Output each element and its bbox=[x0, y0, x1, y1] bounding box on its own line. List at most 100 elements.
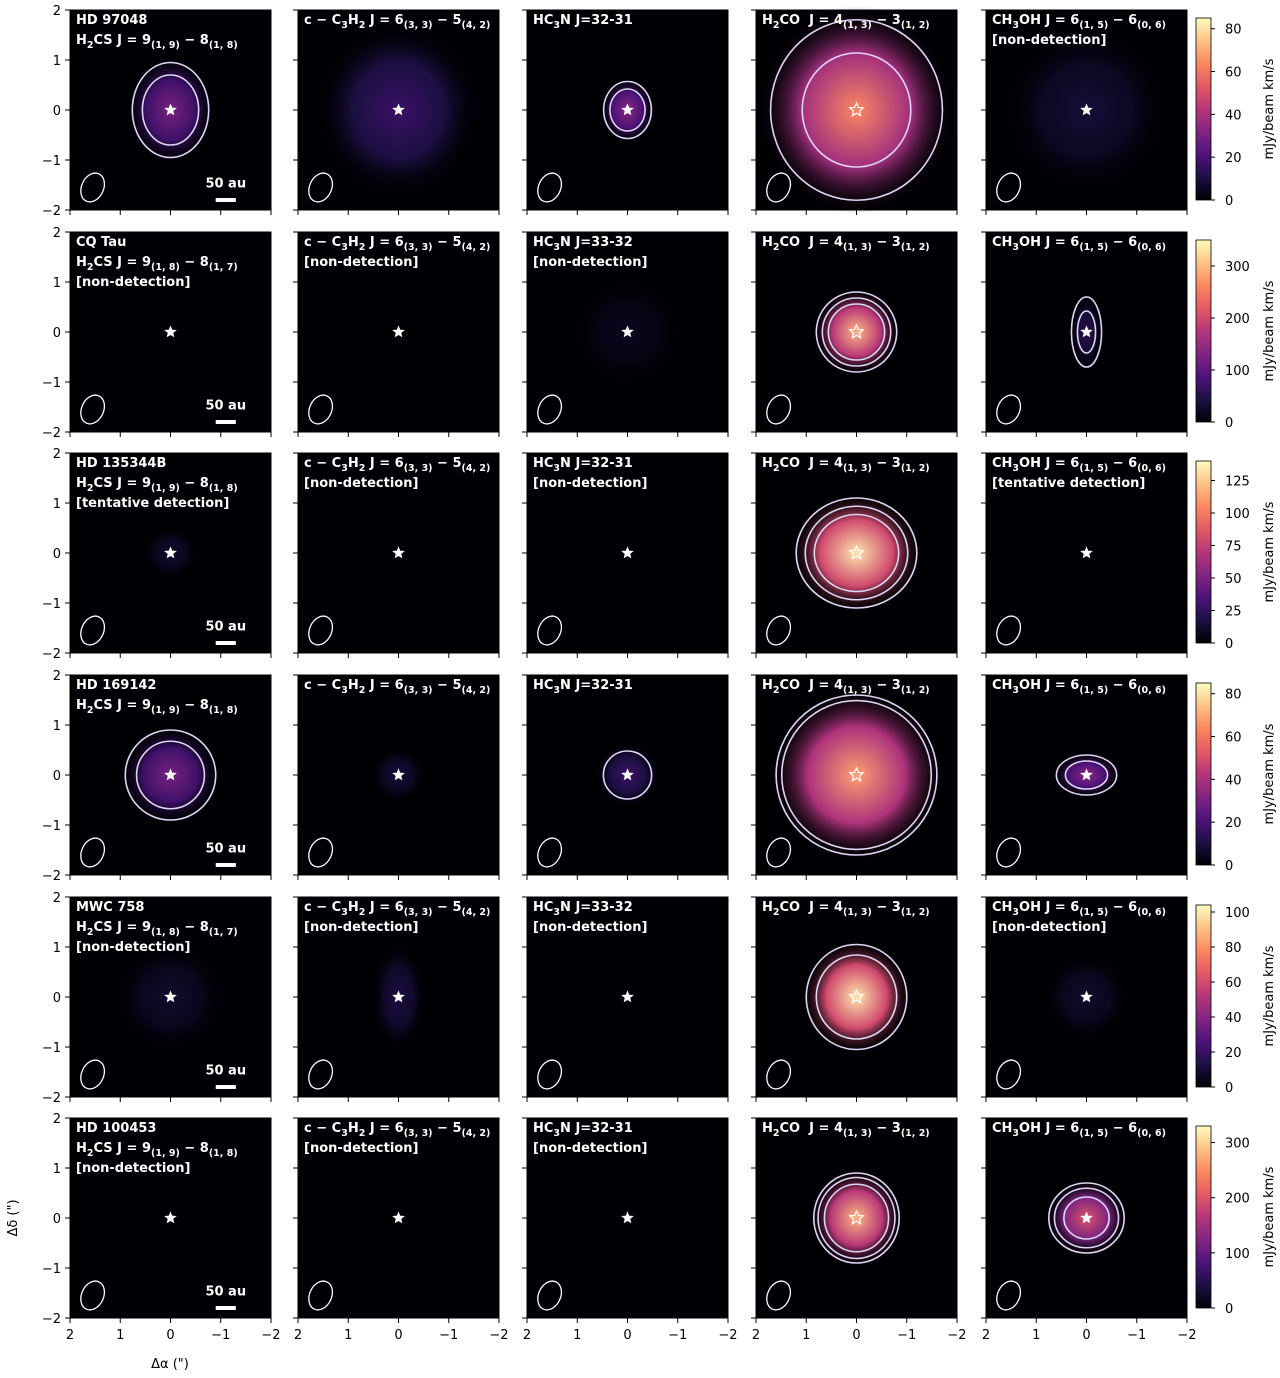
line-label: HC3N J=33-32 bbox=[533, 235, 633, 253]
label-subscript: 2 bbox=[359, 685, 366, 696]
label-subscript: (1, 3) bbox=[843, 242, 872, 253]
line-label: CH3OH J = 6(1, 5) − 6(0, 6) bbox=[992, 235, 1166, 253]
label-subscript: (3, 3) bbox=[404, 907, 433, 918]
star-marker bbox=[621, 103, 634, 116]
contour bbox=[804, 505, 909, 601]
source-name: MWC 758 bbox=[76, 900, 144, 915]
y-tick-label: 1 bbox=[53, 54, 61, 69]
label-subscript: (1, 5) bbox=[1079, 242, 1108, 253]
label-subscript: (1, 3) bbox=[843, 685, 872, 696]
y-tick-label: 1 bbox=[53, 1162, 61, 1177]
y-tick-label: −2 bbox=[42, 647, 61, 662]
line-label: c − C3H2 J = 6(3, 3) − 5(4, 2) bbox=[304, 13, 490, 31]
label-subscript: 2 bbox=[773, 685, 780, 696]
label-subscript: 3 bbox=[553, 685, 560, 696]
beam bbox=[308, 172, 334, 203]
label-text: OH J = 6 bbox=[1019, 1121, 1079, 1136]
label-text: H bbox=[348, 678, 359, 693]
label-subscript: 3 bbox=[341, 242, 348, 253]
line-label: c − C3H2 J = 6(3, 3) − 5(4, 2) bbox=[304, 456, 490, 474]
y-tick-label: 2 bbox=[53, 226, 61, 241]
colorbar-label: mJy/beam km/s bbox=[1262, 1166, 1277, 1267]
line-label: H2CS J = 9(1, 9) − 8(1, 8) bbox=[76, 476, 238, 494]
label-text: c − C bbox=[304, 1121, 341, 1136]
line-label: CH3OH J = 6(1, 5) − 6(0, 6) bbox=[992, 456, 1166, 474]
line-label: H2CO J = 4(1, 3) − 3(1, 2) bbox=[762, 456, 930, 474]
colorbar-tick-label: 300 bbox=[1225, 260, 1250, 275]
star-marker bbox=[392, 768, 405, 781]
label-text: − 8 bbox=[180, 1141, 209, 1156]
label-text: − 5 bbox=[433, 456, 462, 471]
label-subscript: (3, 3) bbox=[404, 1128, 433, 1139]
beam bbox=[996, 615, 1022, 646]
label-subscript: 3 bbox=[553, 907, 560, 918]
x-tick-label: 1 bbox=[344, 1328, 352, 1343]
label-text: − 8 bbox=[180, 255, 209, 270]
label-text: − 3 bbox=[872, 235, 901, 250]
y-axis-label: Δδ (") bbox=[6, 1199, 21, 1236]
label-subscript: 3 bbox=[341, 20, 348, 31]
contour bbox=[1063, 1196, 1110, 1240]
contour bbox=[609, 88, 646, 132]
contour bbox=[1064, 760, 1109, 790]
beam bbox=[537, 837, 563, 868]
colorbar-tick-label: 20 bbox=[1225, 1046, 1242, 1061]
detection-status: [non-detection] bbox=[76, 275, 190, 290]
line-label: H2CS J = 9(1, 8) − 8(1, 7) bbox=[76, 920, 238, 938]
star-marker bbox=[1080, 546, 1093, 559]
label-subscript: (1, 2) bbox=[901, 242, 930, 253]
contour bbox=[1053, 1187, 1120, 1249]
label-text: OH J = 6 bbox=[1019, 678, 1079, 693]
contour bbox=[795, 497, 918, 609]
label-subscript: 3 bbox=[553, 463, 560, 474]
label-text: H bbox=[348, 456, 359, 471]
label-text: CO J = 4 bbox=[780, 13, 843, 28]
colorbar-tick-label: 60 bbox=[1225, 731, 1242, 746]
star-marker bbox=[392, 1211, 405, 1224]
label-subscript: (1, 2) bbox=[901, 1128, 930, 1139]
beam bbox=[80, 172, 106, 203]
label-subscript: 2 bbox=[359, 242, 366, 253]
y-tick-label: −2 bbox=[42, 426, 61, 441]
label-text: H bbox=[76, 476, 87, 491]
emission bbox=[801, 939, 912, 1055]
line-label: c − C3H2 J = 6(3, 3) − 5(4, 2) bbox=[304, 1121, 490, 1139]
emission bbox=[809, 1168, 904, 1268]
colorbar-tick-label: 100 bbox=[1225, 1247, 1250, 1262]
label-text: J = 6 bbox=[365, 678, 403, 693]
line-label: c − C3H2 J = 6(3, 3) − 5(4, 2) bbox=[304, 900, 490, 918]
label-text: CS J = 9 bbox=[94, 33, 152, 48]
label-subscript: 3 bbox=[553, 1128, 560, 1139]
label-text: N J=32-31 bbox=[560, 13, 633, 28]
beam bbox=[996, 394, 1022, 425]
beam bbox=[308, 615, 334, 646]
label-text: H bbox=[762, 678, 773, 693]
label-subscript: (1, 8) bbox=[151, 262, 180, 273]
detection-status: [non-detection] bbox=[533, 476, 647, 491]
star-marker bbox=[164, 325, 177, 338]
y-tick-label: 1 bbox=[53, 497, 61, 512]
line-label: c − C3H2 J = 6(3, 3) − 5(4, 2) bbox=[304, 678, 490, 696]
y-tick-label: 2 bbox=[53, 4, 61, 19]
beam bbox=[766, 837, 792, 868]
y-tick-label: −2 bbox=[42, 869, 61, 884]
label-text: N J=33-32 bbox=[560, 235, 633, 250]
beam bbox=[308, 837, 334, 868]
y-tick-label: 2 bbox=[53, 669, 61, 684]
contour bbox=[817, 1176, 896, 1260]
label-text: H bbox=[762, 1121, 773, 1136]
label-subscript: 2 bbox=[359, 463, 366, 474]
x-tick-label: −2 bbox=[261, 1328, 280, 1343]
label-text: − 8 bbox=[180, 476, 209, 491]
label-text: − 8 bbox=[180, 33, 209, 48]
label-text: − 3 bbox=[872, 13, 901, 28]
contour bbox=[812, 1172, 901, 1264]
label-subscript: 2 bbox=[87, 927, 94, 938]
colorbar-tick-label: 40 bbox=[1225, 773, 1242, 788]
label-text: J = 6 bbox=[365, 1121, 403, 1136]
source-name: HD 169142 bbox=[76, 678, 156, 693]
star-marker bbox=[621, 768, 634, 781]
label-subscript: (1, 5) bbox=[1079, 20, 1108, 31]
source-name: CQ Tau bbox=[76, 235, 126, 250]
label-text: − 3 bbox=[872, 1121, 901, 1136]
